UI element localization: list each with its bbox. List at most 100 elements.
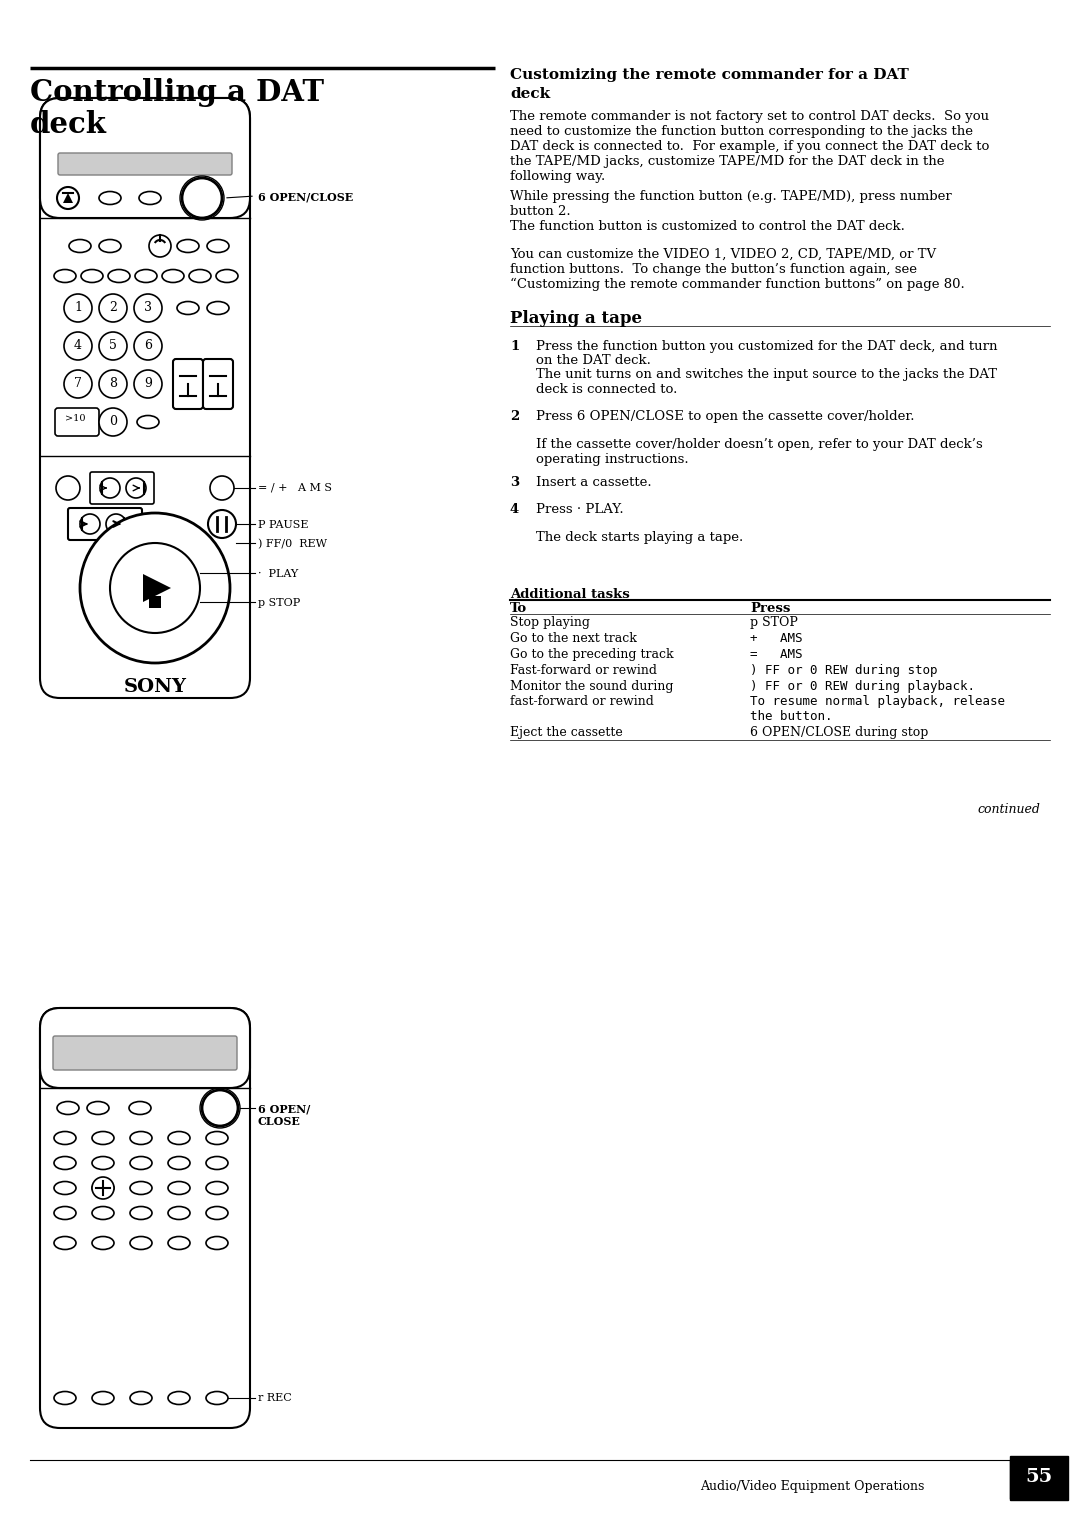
Text: ) FF or 0 REW during playback.
To resume normal playback, release
the button.: ) FF or 0 REW during playback. To resume… xyxy=(750,680,1005,723)
Text: If the cassette cover/holder doesn’t open, refer to your DAT deck’s
operating in: If the cassette cover/holder doesn’t ope… xyxy=(536,439,983,466)
Ellipse shape xyxy=(92,1207,114,1219)
Circle shape xyxy=(64,332,92,361)
Text: Insert a cassette.: Insert a cassette. xyxy=(536,477,651,489)
Ellipse shape xyxy=(189,269,211,283)
Text: The remote commander is not factory set to control DAT decks.  So you
need to cu: The remote commander is not factory set … xyxy=(510,110,989,183)
Ellipse shape xyxy=(206,1132,228,1144)
Ellipse shape xyxy=(54,1236,76,1250)
Text: 9: 9 xyxy=(144,377,152,390)
Text: 4: 4 xyxy=(75,339,82,351)
Text: CLOSE: CLOSE xyxy=(258,1115,301,1128)
Text: 1: 1 xyxy=(75,301,82,313)
Ellipse shape xyxy=(130,1207,152,1219)
Ellipse shape xyxy=(81,269,103,283)
Ellipse shape xyxy=(54,1392,76,1404)
Text: 6 OPEN/CLOSE during stop: 6 OPEN/CLOSE during stop xyxy=(750,726,929,740)
Text: 6 OPEN/: 6 OPEN/ xyxy=(258,1103,310,1114)
Ellipse shape xyxy=(168,1207,190,1219)
Text: 55: 55 xyxy=(1025,1468,1053,1487)
Text: Controlling a DAT: Controlling a DAT xyxy=(30,78,324,107)
Text: 7: 7 xyxy=(75,377,82,390)
Ellipse shape xyxy=(130,1157,152,1169)
Text: 8: 8 xyxy=(109,377,117,390)
Circle shape xyxy=(56,477,80,500)
Text: deck: deck xyxy=(510,87,550,101)
Ellipse shape xyxy=(92,1132,114,1144)
Circle shape xyxy=(106,513,126,533)
Circle shape xyxy=(149,235,171,257)
Text: = / +   A M S: = / + A M S xyxy=(258,483,332,494)
Text: 0: 0 xyxy=(109,416,117,428)
Circle shape xyxy=(64,293,92,322)
FancyBboxPatch shape xyxy=(90,472,154,504)
Text: 3: 3 xyxy=(510,477,519,489)
Polygon shape xyxy=(143,575,171,602)
Text: Press: Press xyxy=(750,602,791,614)
Text: The deck starts playing a tape.: The deck starts playing a tape. xyxy=(536,532,743,544)
FancyBboxPatch shape xyxy=(173,359,203,410)
Ellipse shape xyxy=(168,1236,190,1250)
Circle shape xyxy=(57,186,79,209)
Ellipse shape xyxy=(92,1157,114,1169)
Ellipse shape xyxy=(92,1181,114,1195)
Text: ) FF/0  REW: ) FF/0 REW xyxy=(258,539,327,549)
Ellipse shape xyxy=(139,191,161,205)
Ellipse shape xyxy=(130,1132,152,1144)
Circle shape xyxy=(134,293,162,322)
Text: P PAUSE: P PAUSE xyxy=(258,520,309,530)
Ellipse shape xyxy=(54,1132,76,1144)
Circle shape xyxy=(80,513,100,533)
Circle shape xyxy=(134,370,162,397)
Ellipse shape xyxy=(168,1392,190,1404)
Text: SONY: SONY xyxy=(123,678,187,695)
Circle shape xyxy=(99,370,127,397)
Text: 4: 4 xyxy=(510,503,519,516)
Text: 5: 5 xyxy=(109,339,117,351)
Text: 3: 3 xyxy=(144,301,152,313)
Text: Customizing the remote commander for a DAT: Customizing the remote commander for a D… xyxy=(510,69,908,83)
Text: 2: 2 xyxy=(510,410,519,423)
Text: continued: continued xyxy=(977,804,1040,816)
Ellipse shape xyxy=(207,240,229,252)
Text: While pressing the function button (e.g. TAPE/MD), press number
button 2.
The fu: While pressing the function button (e.g.… xyxy=(510,189,951,232)
Ellipse shape xyxy=(168,1157,190,1169)
Ellipse shape xyxy=(206,1181,228,1195)
Circle shape xyxy=(208,510,237,538)
Ellipse shape xyxy=(99,191,121,205)
Bar xyxy=(149,596,161,608)
Ellipse shape xyxy=(207,301,229,315)
Text: 2: 2 xyxy=(109,301,117,313)
FancyBboxPatch shape xyxy=(40,1008,249,1088)
Text: Eject the cassette: Eject the cassette xyxy=(510,726,623,740)
Text: Go to the next track: Go to the next track xyxy=(510,633,637,645)
Ellipse shape xyxy=(137,416,159,428)
Text: +   AMS: + AMS xyxy=(750,633,802,645)
Ellipse shape xyxy=(177,301,199,315)
Text: 6 OPEN/CLOSE: 6 OPEN/CLOSE xyxy=(258,193,353,203)
Text: 1: 1 xyxy=(510,341,519,353)
Ellipse shape xyxy=(92,1236,114,1250)
Circle shape xyxy=(202,1089,238,1126)
FancyBboxPatch shape xyxy=(40,1008,249,1429)
Ellipse shape xyxy=(54,1157,76,1169)
Ellipse shape xyxy=(87,1102,109,1114)
FancyBboxPatch shape xyxy=(58,153,232,176)
Text: ·  PLAY: · PLAY xyxy=(258,568,298,579)
Ellipse shape xyxy=(162,269,184,283)
Text: on the DAT deck.: on the DAT deck. xyxy=(536,354,651,367)
Ellipse shape xyxy=(168,1132,190,1144)
Ellipse shape xyxy=(92,1392,114,1404)
FancyBboxPatch shape xyxy=(203,359,233,410)
Polygon shape xyxy=(63,193,73,203)
Text: Press the function button you customized for the DAT deck, and turn: Press the function button you customized… xyxy=(536,341,998,353)
Ellipse shape xyxy=(130,1236,152,1250)
FancyBboxPatch shape xyxy=(55,408,99,435)
Text: ) FF or 0 REW during stop: ) FF or 0 REW during stop xyxy=(750,665,937,677)
FancyBboxPatch shape xyxy=(1010,1456,1068,1500)
Ellipse shape xyxy=(206,1392,228,1404)
Text: r REC: r REC xyxy=(258,1394,292,1403)
Ellipse shape xyxy=(216,269,238,283)
Ellipse shape xyxy=(177,240,199,252)
Ellipse shape xyxy=(54,1181,76,1195)
Circle shape xyxy=(80,513,230,663)
